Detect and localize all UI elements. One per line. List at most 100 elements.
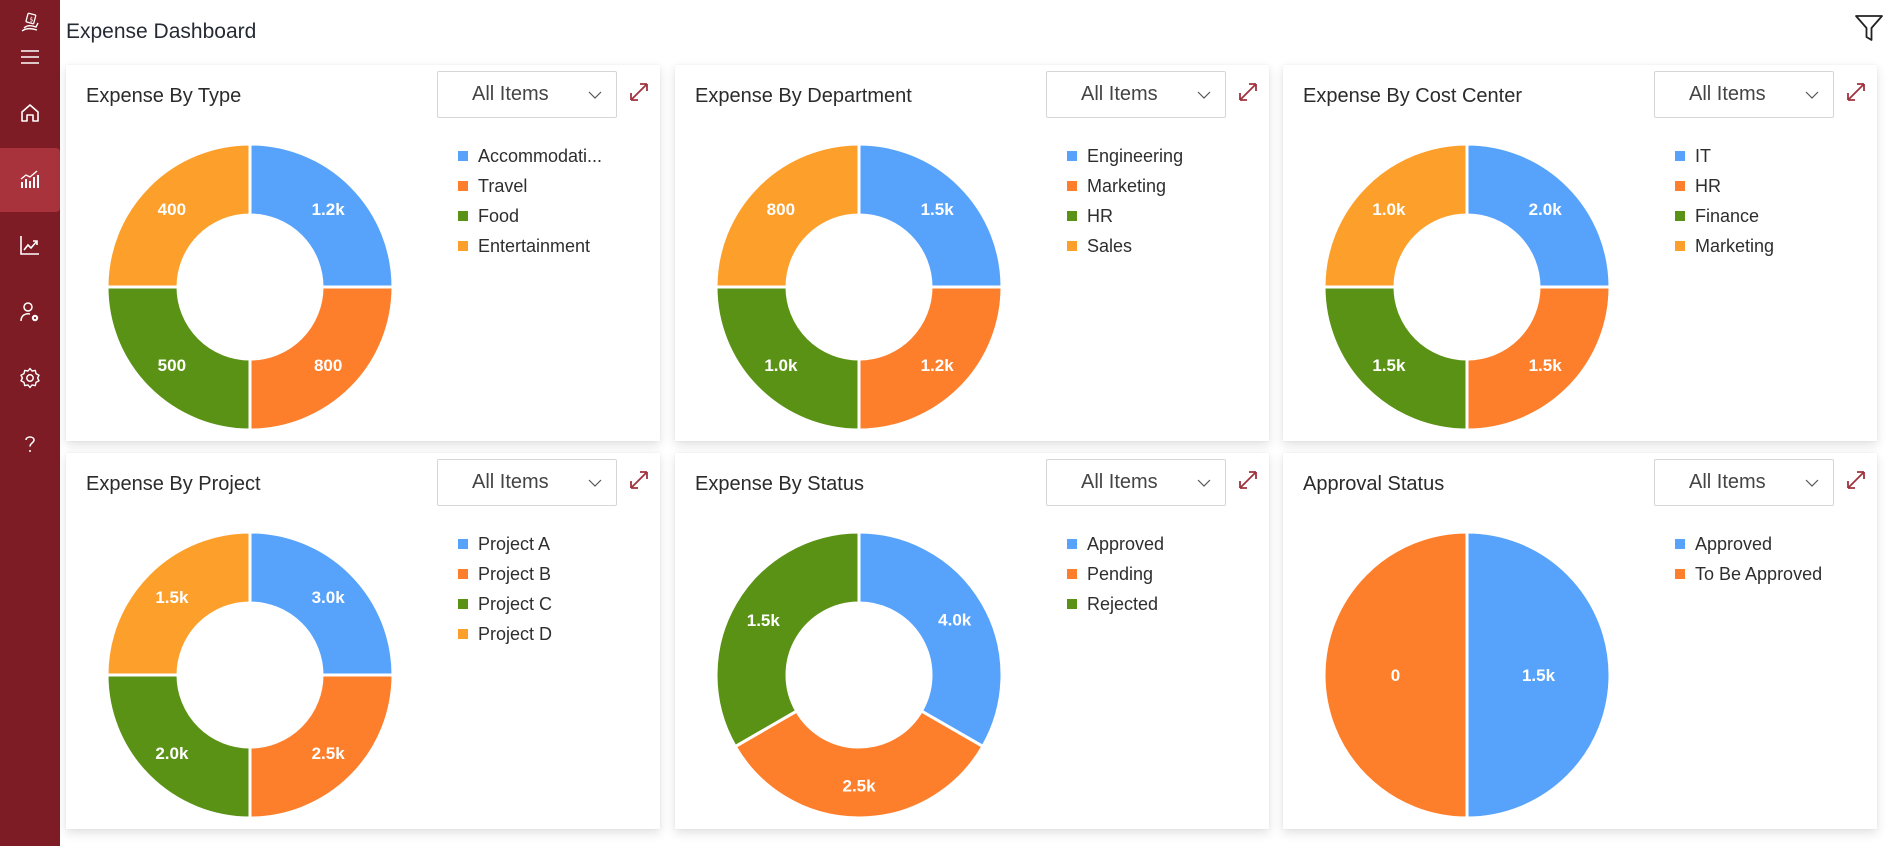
item-filter-dropdown[interactable]: All Items: [1046, 71, 1226, 118]
slice-data-label: 3.0k: [312, 588, 346, 607]
expand-icon: [630, 471, 648, 489]
expand-button[interactable]: [1237, 81, 1259, 103]
pie-chart: 3.0k 2.5k 2.0k 1.5k: [105, 530, 395, 820]
sidebar-item-help[interactable]: [0, 412, 60, 476]
filter-button[interactable]: [1853, 12, 1885, 44]
legend-swatch: [458, 599, 468, 609]
expand-button[interactable]: [1237, 469, 1259, 491]
expand-icon: [1239, 83, 1257, 101]
item-filter-dropdown[interactable]: All Items: [437, 71, 617, 118]
pie-slice-project-c[interactable]: [105, 673, 252, 820]
legend-item[interactable]: Rejected: [1067, 589, 1164, 619]
legend-item[interactable]: Approved: [1675, 529, 1822, 559]
legend-label: Accommodati...: [478, 145, 603, 166]
slice-data-label: 1.2k: [312, 200, 346, 219]
pie-slice-project-b[interactable]: [248, 673, 395, 820]
legend-item[interactable]: HR: [1067, 201, 1183, 231]
pie-chart: 4.0k 2.5k 1.5k: [714, 530, 1004, 820]
legend-item[interactable]: Project B: [458, 559, 552, 589]
slice-data-label: 800: [767, 200, 795, 219]
pie-slice-marketing[interactable]: [1322, 142, 1469, 289]
legend-swatch: [1067, 181, 1077, 191]
hamburger-menu-button[interactable]: [0, 40, 60, 74]
dropdown-value: All Items: [1689, 471, 1766, 493]
dropdown-value: All Items: [472, 83, 549, 105]
expand-button[interactable]: [1845, 469, 1867, 491]
legend-swatch: [1067, 241, 1077, 251]
item-filter-dropdown[interactable]: All Items: [437, 459, 617, 506]
pie-slice-project-a[interactable]: [248, 530, 395, 677]
slice-data-label: 1.5k: [921, 200, 955, 219]
pie-slice-to-be-approved[interactable]: [1322, 530, 1469, 820]
item-filter-dropdown[interactable]: All Items: [1654, 459, 1834, 506]
legend-item[interactable]: Approved: [1067, 529, 1164, 559]
chevron-down-icon: [588, 479, 602, 487]
pie-slice-approved[interactable]: [857, 530, 1004, 749]
filter-icon: [1855, 15, 1883, 41]
legend-item[interactable]: To Be Approved: [1675, 559, 1822, 589]
chart-legend: Approved Pending Rejected: [1067, 529, 1164, 619]
pie-slice-it[interactable]: [1465, 142, 1612, 289]
pie-slice-finance[interactable]: [1322, 285, 1469, 432]
legend-item[interactable]: Marketing: [1675, 231, 1774, 261]
slice-data-label: 2.5k: [842, 777, 876, 796]
legend-label: Approved: [1695, 533, 1773, 554]
legend-item[interactable]: Pending: [1067, 559, 1164, 589]
expand-button[interactable]: [1845, 81, 1867, 103]
gear-icon: [20, 367, 40, 389]
legend-item[interactable]: Engineering: [1067, 141, 1183, 171]
sidebar-item-settings[interactable]: [0, 346, 60, 410]
legend-item[interactable]: Project A: [458, 529, 552, 559]
legend-label: Food: [478, 205, 520, 226]
pie-slice-rejected[interactable]: [714, 530, 861, 749]
pie-slice-approved[interactable]: [1465, 530, 1612, 820]
legend-item[interactable]: Sales: [1067, 231, 1183, 261]
legend-label: Project C: [478, 593, 553, 614]
legend-item[interactable]: Project C: [458, 589, 552, 619]
chevron-down-icon: [1805, 479, 1819, 487]
pie-slice-hr[interactable]: [714, 285, 861, 432]
legend-item[interactable]: IT: [1675, 141, 1774, 171]
slice-data-label: 1.5k: [155, 588, 189, 607]
legend-item[interactable]: Finance: [1675, 201, 1774, 231]
sidebar-item-home[interactable]: [0, 81, 60, 145]
legend-label: HR: [1087, 205, 1113, 226]
sidebar-item-user-settings[interactable]: [0, 280, 60, 344]
pie-slice-marketing[interactable]: [857, 285, 1004, 432]
item-filter-dropdown[interactable]: All Items: [1046, 459, 1226, 506]
expand-button[interactable]: [628, 81, 650, 103]
legend-swatch: [1067, 151, 1077, 161]
legend-swatch: [1675, 211, 1685, 221]
trend-chart-icon: [20, 236, 39, 255]
pie-chart: 1.5k 1.2k 1.0k 800: [714, 142, 1004, 432]
sidebar-item-dashboard[interactable]: [0, 148, 60, 212]
card-title: Expense By Department: [695, 85, 912, 107]
pie-slice-pending[interactable]: [733, 708, 985, 820]
legend-item[interactable]: Project D: [458, 619, 552, 649]
legend-swatch: [1067, 211, 1077, 221]
sidebar-item-reports[interactable]: [0, 213, 60, 277]
expand-button[interactable]: [628, 469, 650, 491]
legend-item[interactable]: Entertainment: [458, 231, 602, 261]
legend-item[interactable]: HR: [1675, 171, 1774, 201]
legend-label: Entertainment: [478, 235, 591, 256]
legend-item[interactable]: Marketing: [1067, 171, 1183, 201]
pie-slice-sales[interactable]: [714, 142, 861, 289]
expand-icon: [1239, 471, 1257, 489]
slice-data-label: 500: [158, 356, 186, 375]
legend-swatch: [458, 539, 468, 549]
pie-slice-entertainment[interactable]: [105, 142, 252, 289]
bar-chart-icon: [20, 170, 39, 188]
pie-slice-accommodation[interactable]: [248, 142, 395, 289]
expense-logo-icon: $: [21, 12, 39, 32]
item-filter-dropdown[interactable]: All Items: [1654, 71, 1834, 118]
pie-slice-engineering[interactable]: [857, 142, 1004, 289]
pie-slice-food[interactable]: [105, 285, 252, 432]
pie-slice-project-d[interactable]: [105, 530, 252, 677]
pie-slice-travel[interactable]: [248, 285, 395, 432]
legend-item[interactable]: Accommodati...: [458, 141, 602, 171]
legend-item[interactable]: Food: [458, 201, 602, 231]
pie-slice-hr[interactable]: [1465, 285, 1612, 432]
legend-label: Rejected: [1087, 593, 1159, 614]
legend-item[interactable]: Travel: [458, 171, 602, 201]
